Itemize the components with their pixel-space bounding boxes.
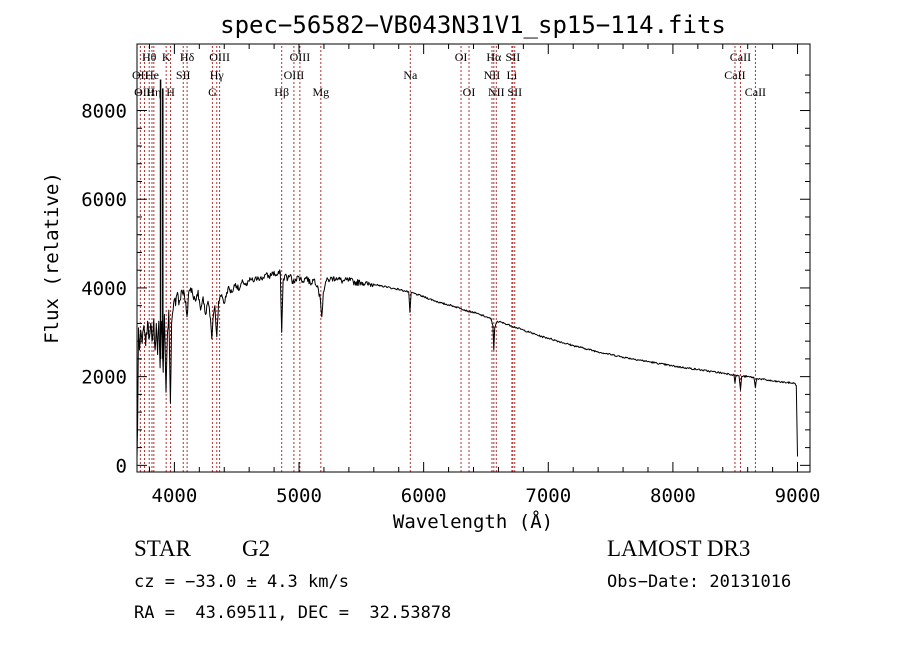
y-tick-label: 2000 — [81, 367, 127, 389]
coordinates: RA = 43.69511, DEC = 32.53878 — [134, 603, 452, 623]
line-label: Li — [507, 68, 518, 82]
line-label: Mg — [312, 85, 329, 99]
line-label: CaII — [724, 68, 745, 82]
y-tick-label: 8000 — [81, 101, 127, 123]
x-tick-label: 9000 — [775, 485, 821, 507]
line-label: OI — [455, 50, 468, 64]
line-label: SII — [506, 50, 521, 64]
line-label: NII — [484, 68, 501, 82]
object-class: G2 — [242, 536, 271, 561]
line-label: OIII — [134, 85, 155, 99]
line-label: CaII — [730, 50, 751, 64]
line-label: OIII — [290, 50, 311, 64]
line-label: CaII — [745, 85, 766, 99]
line-label: K — [162, 50, 171, 64]
object-type: STAR — [134, 536, 191, 561]
x-tick-label: 6000 — [401, 485, 447, 507]
y-axis: 0 2000 4000 6000 8000 — [81, 74, 810, 477]
x-tick-label: 8000 — [650, 485, 696, 507]
line-label: OIII — [209, 50, 230, 64]
observation-date: Obs−Date: 20131016 — [607, 572, 792, 592]
x-tick-label: 7000 — [525, 485, 571, 507]
line-label: He — [145, 68, 159, 82]
spectrum-layer — [136, 79, 798, 459]
radial-velocity: cz = −33.0 ± 4.3 km/s — [134, 572, 349, 592]
line-label: G — [208, 85, 217, 99]
y-axis-label: Flux (relative) — [41, 172, 63, 344]
line-label: H — [166, 85, 175, 99]
y-tick-label: 4000 — [81, 278, 127, 300]
line-label: SII — [176, 68, 191, 82]
x-tick-label: 4000 — [152, 485, 198, 507]
survey-name: LAMOST DR3 — [607, 536, 751, 561]
y-tick-label: 0 — [116, 455, 127, 477]
line-label: Hα — [486, 50, 502, 64]
y-tick-label: 6000 — [81, 189, 127, 211]
line-label: OIII — [284, 68, 305, 82]
line-label: Hγ — [210, 68, 225, 82]
spectral-line-markers — [139, 46, 756, 472]
line-label: NII — [488, 85, 505, 99]
x-axis-label: Wavelength (Å) — [393, 510, 553, 533]
line-label: Na — [403, 68, 418, 82]
line-label: SII — [507, 85, 522, 99]
line-label: Hη — [146, 85, 161, 99]
x-tick-label: 5000 — [276, 485, 322, 507]
chart-title: spec−56582−VB043N31V1_sp15−114.fits — [220, 11, 726, 39]
line-label: Hβ — [274, 85, 289, 99]
x-axis: 4000 5000 6000 7000 8000 9000 — [148, 44, 821, 507]
spectrum-line — [136, 269, 798, 459]
line-label: Hδ — [180, 50, 195, 64]
plot-frame — [136, 43, 811, 473]
line-label: OI — [463, 85, 476, 99]
line-label: Hθ — [142, 50, 157, 64]
